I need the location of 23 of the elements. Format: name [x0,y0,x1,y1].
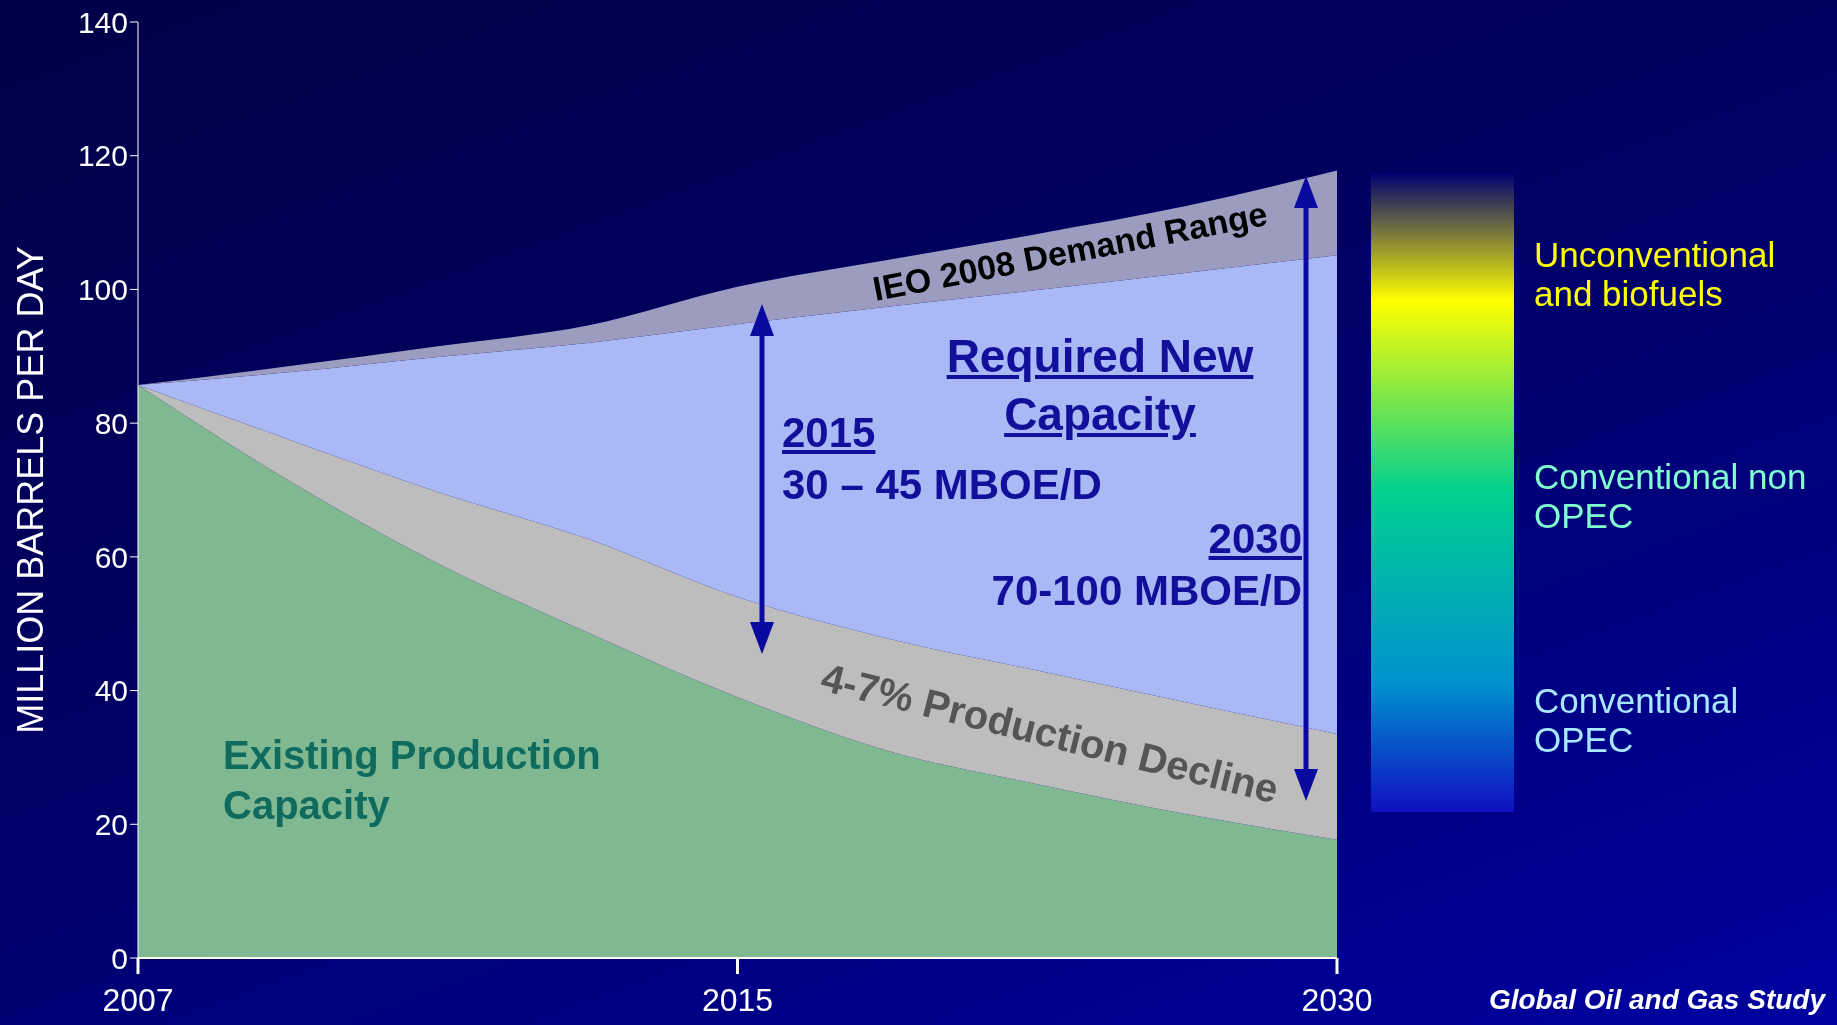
y-tick-label: 140 [77,5,128,39]
x-tick-label: 2015 [701,982,774,1018]
y-tick-label: 0 [111,941,128,975]
x-tick-label: 2007 [102,982,174,1018]
y-tick-label: 60 [94,540,128,574]
annotation: 2015 [782,409,876,457]
y-tick-label: 120 [77,139,128,173]
annotation: 2030 [1208,515,1302,563]
text: Conventional non OPEC [1534,457,1808,535]
annotation: 30 – 45 MBOE/D [782,461,1102,509]
y-tick-label: 80 [94,406,128,440]
series-label: Existing Production Capacity [223,732,602,829]
annotation: 70-100 MBOE/D [991,567,1302,615]
text: Global Oil and Gas Study [1488,984,1825,1016]
text: Unconventional and biofuels [1534,235,1777,313]
y-axis-title: MILLION BARRELS PER DAY [9,246,51,734]
series-label: IEO 2008 Demand Range [868,193,1272,310]
text: Conventional OPEC [1534,681,1740,759]
series-label: Required New Capacity [945,329,1255,442]
y-tick-label: 100 [77,273,128,307]
x-tick-label: 2030 [1301,982,1373,1018]
y-tick-label: 40 [94,674,128,708]
y-tick-label: 20 [94,807,128,841]
